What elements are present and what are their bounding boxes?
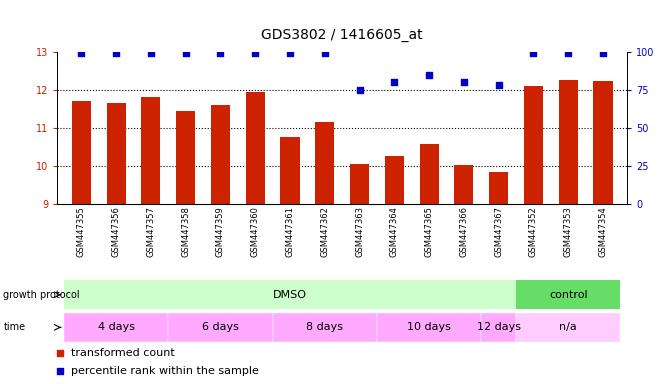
Bar	[107, 103, 125, 204]
Point	[76, 50, 87, 56]
Bar	[419, 144, 439, 204]
Text: GSM447353: GSM447353	[564, 206, 573, 257]
Bar	[315, 122, 334, 204]
Point	[363, 110, 374, 116]
FancyBboxPatch shape	[516, 313, 621, 342]
Text: DMSO: DMSO	[273, 290, 307, 300]
Bar	[72, 101, 91, 204]
Text: GSM447358: GSM447358	[181, 206, 190, 257]
FancyBboxPatch shape	[516, 280, 621, 310]
Text: time: time	[3, 322, 25, 333]
FancyBboxPatch shape	[168, 313, 272, 342]
Text: control: control	[549, 290, 588, 300]
Point	[424, 71, 435, 78]
Point	[563, 50, 574, 56]
Point	[389, 79, 400, 85]
Text: 6 days: 6 days	[202, 322, 239, 333]
Text: transformed count: transformed count	[71, 348, 175, 358]
Point	[598, 50, 609, 56]
Point	[528, 50, 539, 56]
Text: GSM447355: GSM447355	[77, 206, 86, 257]
Bar	[246, 92, 265, 204]
Text: GSM447367: GSM447367	[495, 206, 503, 257]
Text: growth protocol: growth protocol	[3, 290, 80, 300]
FancyBboxPatch shape	[64, 280, 516, 310]
Text: GSM447366: GSM447366	[460, 206, 468, 257]
Text: GSM447364: GSM447364	[390, 206, 399, 257]
Point	[146, 50, 156, 56]
Text: 4 days: 4 days	[98, 322, 135, 333]
Point	[363, 276, 374, 282]
Text: GSM447362: GSM447362	[320, 206, 329, 257]
Point	[493, 82, 504, 88]
Text: percentile rank within the sample: percentile rank within the sample	[71, 366, 259, 376]
FancyBboxPatch shape	[481, 313, 516, 342]
Point	[215, 50, 226, 56]
Text: GSM447352: GSM447352	[529, 206, 538, 257]
Bar	[142, 98, 160, 204]
Bar	[489, 172, 508, 204]
Point	[458, 79, 469, 85]
Bar	[559, 80, 578, 204]
Text: 10 days: 10 days	[407, 322, 451, 333]
Bar	[524, 86, 543, 204]
Bar	[384, 156, 404, 204]
Text: GSM447363: GSM447363	[355, 206, 364, 257]
Bar	[454, 165, 474, 204]
FancyBboxPatch shape	[64, 313, 168, 342]
Text: GSM447356: GSM447356	[111, 206, 121, 257]
Bar	[350, 164, 369, 204]
Point	[111, 50, 121, 56]
Point	[285, 50, 295, 56]
Text: n/a: n/a	[560, 322, 577, 333]
FancyBboxPatch shape	[272, 313, 377, 342]
Bar	[176, 111, 195, 204]
Point	[354, 87, 365, 93]
Text: 12 days: 12 days	[476, 322, 521, 333]
Bar	[211, 105, 230, 204]
Text: GSM447354: GSM447354	[599, 206, 607, 257]
FancyBboxPatch shape	[377, 313, 481, 342]
Text: GDS3802 / 1416605_at: GDS3802 / 1416605_at	[262, 28, 423, 41]
Point	[180, 50, 191, 56]
Text: GSM447360: GSM447360	[251, 206, 260, 257]
Point	[250, 50, 260, 56]
Point	[319, 50, 330, 56]
Text: 8 days: 8 days	[307, 322, 344, 333]
Text: GSM447361: GSM447361	[286, 206, 295, 257]
Bar	[593, 81, 613, 204]
Bar	[280, 137, 300, 204]
Text: GSM447357: GSM447357	[146, 206, 156, 257]
Text: GSM447359: GSM447359	[216, 206, 225, 257]
Text: GSM447365: GSM447365	[425, 206, 433, 257]
